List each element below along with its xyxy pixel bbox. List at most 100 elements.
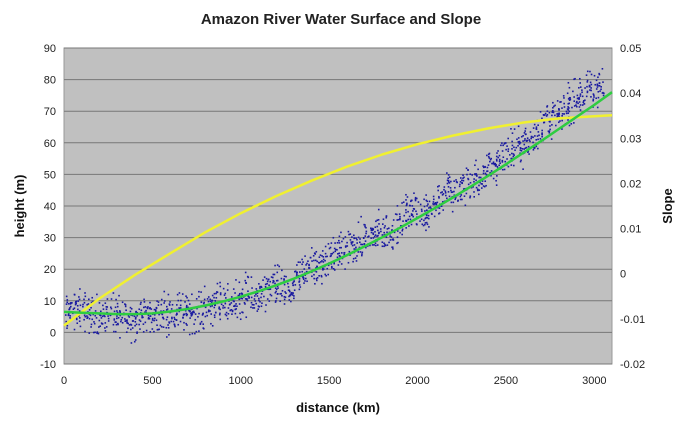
data-point [90, 301, 93, 304]
data-point [596, 83, 599, 86]
data-point [475, 174, 478, 177]
data-point [309, 256, 312, 259]
data-point [235, 279, 237, 281]
data-point [287, 289, 290, 292]
data-point [487, 155, 490, 158]
data-point [578, 86, 580, 89]
data-point [220, 303, 223, 306]
data-point [131, 327, 134, 329]
data-point [399, 218, 401, 221]
data-point [351, 244, 354, 247]
data-point [518, 143, 521, 145]
data-point [314, 253, 317, 255]
data-point [374, 226, 377, 228]
data-point [484, 172, 487, 175]
slope-line [63, 114, 613, 327]
data-point [194, 313, 197, 315]
data-point [579, 104, 582, 106]
data-point [189, 317, 191, 319]
data-point [246, 275, 249, 278]
data-point [561, 119, 563, 122]
data-point [147, 316, 150, 319]
data-point [489, 171, 491, 174]
data-point [427, 217, 430, 220]
data-point [589, 70, 591, 73]
data-point [415, 197, 418, 200]
data-point [423, 198, 425, 201]
data-point [572, 90, 574, 93]
data-point [327, 273, 330, 276]
data-point [381, 223, 384, 225]
data-point [433, 215, 436, 218]
data-point [264, 283, 267, 286]
data-point [596, 84, 599, 86]
data-point [326, 267, 329, 270]
data-point [133, 340, 136, 343]
data-point [469, 196, 471, 199]
data-point [101, 315, 104, 318]
data-point [368, 235, 370, 238]
data-point [356, 242, 358, 244]
data-point [88, 313, 91, 316]
data-point [142, 331, 145, 333]
data-point [339, 255, 341, 258]
data-point [505, 142, 507, 144]
data-point [354, 257, 357, 259]
data-point [213, 306, 216, 309]
data-point [519, 147, 522, 150]
data-point [337, 253, 339, 255]
data-point [167, 293, 170, 296]
data-point [322, 258, 325, 261]
data-point [73, 328, 76, 331]
data-point [586, 90, 589, 93]
data-point [592, 98, 595, 101]
data-point [104, 327, 106, 329]
data-point [437, 185, 439, 188]
data-point [347, 261, 350, 264]
data-point [159, 324, 162, 327]
data-point [142, 306, 145, 309]
data-point [570, 122, 573, 125]
data-point [234, 308, 237, 311]
data-point [498, 160, 501, 163]
data-point [260, 292, 263, 295]
data-point [407, 210, 409, 213]
data-point [144, 321, 147, 324]
data-point [124, 303, 127, 306]
data-point [558, 109, 560, 111]
data-point [543, 121, 546, 124]
data-point [209, 300, 212, 303]
data-point [219, 293, 222, 296]
data-point [276, 279, 279, 282]
y-axis-title: height (m) [12, 175, 27, 238]
data-point [513, 154, 515, 156]
data-point [215, 292, 217, 295]
data-point [593, 94, 595, 97]
data-point [352, 260, 354, 263]
data-point [332, 236, 335, 239]
data-point [227, 307, 230, 309]
data-point [202, 312, 204, 315]
data-point [74, 303, 77, 306]
data-point [517, 137, 520, 139]
data-point [318, 262, 321, 264]
data-point [461, 198, 463, 201]
data-point [140, 301, 142, 304]
data-point [429, 206, 432, 208]
data-point [470, 186, 473, 189]
data-point [230, 296, 233, 298]
data-point [344, 245, 347, 247]
data-point [462, 179, 465, 182]
data-point [275, 297, 278, 300]
chart-title: Amazon River Water Surface and Slope [201, 11, 481, 28]
data-point [559, 120, 561, 122]
data-point [483, 185, 486, 188]
data-point [292, 284, 294, 286]
data-point [519, 142, 522, 144]
data-point [372, 233, 375, 236]
data-point [121, 316, 124, 319]
data-point [581, 91, 583, 94]
data-point [454, 186, 456, 189]
data-point [461, 182, 464, 185]
data-point [231, 313, 233, 315]
